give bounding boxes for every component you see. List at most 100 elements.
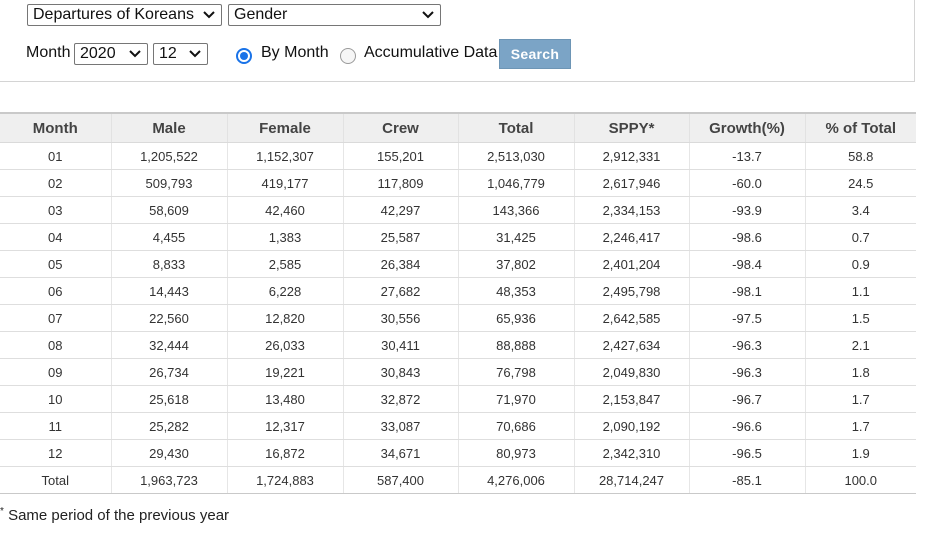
table-cell: 25,618 [110,385,227,413]
table-cell: 1.7 [804,412,916,440]
table-cell: 42,297 [342,196,458,224]
table-cell: 2,153,847 [573,385,689,413]
table-cell: -96.3 [688,358,805,386]
table-cell: 14,443 [110,277,227,305]
table-cell: -13.7 [688,142,805,170]
table-cell: 8,833 [110,250,227,278]
footnote-marker: * [0,506,4,517]
table-cell: 100.0 [804,466,916,494]
table-cell: 16,872 [226,439,343,467]
column-header[interactable]: Growth(%) [688,112,805,143]
column-header[interactable]: Crew [342,112,458,143]
column-header[interactable]: Female [226,112,343,143]
table-cell: 2,342,310 [573,439,689,467]
footnote: * Same period of the previous year [0,506,229,524]
table-cell: 30,556 [342,304,458,332]
table-cell: 2,585 [226,250,343,278]
table-cell: 19,221 [226,358,343,386]
table-cell: 1,152,307 [226,142,343,170]
table-cell: Total [0,466,111,494]
table-cell: 587,400 [342,466,458,494]
table-cell: -60.0 [688,169,805,197]
category-select[interactable]: Departures of Koreans [27,4,222,26]
table-cell: 419,177 [226,169,343,197]
table-row: 10 25,618 13,480 32,872 71,970 2,153,847 -96.7… [0,385,916,413]
table-body: 01 1,205,522 1,152,307 155,201 2,513,030 2,91… [0,142,916,494]
breakdown-select-value: Gender [234,6,288,23]
table-cell: 1.7 [804,385,916,413]
year-select[interactable]: 2020 [74,43,148,65]
table-row: 12 29,430 16,872 34,671 80,973 2,342,310 -96.5… [0,439,916,467]
by-month-label[interactable]: By Month [261,44,329,61]
column-header[interactable]: Male [110,112,227,143]
table-cell: 2,912,331 [573,142,689,170]
table-cell: 143,366 [457,196,574,224]
table-cell: 04 [0,223,111,251]
table-cell: 12,317 [226,412,343,440]
table-cell: 07 [0,304,111,332]
table-cell: 05 [0,250,111,278]
table-cell: 32,444 [110,331,227,359]
table-cell: 2,617,946 [573,169,689,197]
breakdown-select[interactable]: Gender [228,4,441,26]
table-cell: 88,888 [457,331,574,359]
table-cell: 2,334,153 [573,196,689,224]
table-row: 02 509,793 419,177 117,809 1,046,779 2,617,94… [0,169,916,197]
column-header[interactable]: % of Total [804,112,916,143]
table-cell: 2,090,192 [573,412,689,440]
by-month-radio[interactable] [236,48,252,64]
table-cell: 1,046,779 [457,169,574,197]
table-cell: 1.8 [804,358,916,386]
table-cell: 2,495,798 [573,277,689,305]
table-cell: 1,963,723 [110,466,227,494]
table-cell: 65,936 [457,304,574,332]
table-cell: 10 [0,385,111,413]
table-cell: 76,798 [457,358,574,386]
table-cell: 1.5 [804,304,916,332]
chevron-down-icon [129,50,141,58]
table-cell: 09 [0,358,111,386]
year-select-value: 2020 [80,45,116,62]
table-cell: -96.3 [688,331,805,359]
table-cell: 0.7 [804,223,916,251]
month-select[interactable]: 12 [153,43,208,65]
table-cell: -93.9 [688,196,805,224]
table-cell: 2,427,634 [573,331,689,359]
table-cell: 4,455 [110,223,227,251]
table-cell: 13,480 [226,385,343,413]
table-cell: 48,353 [457,277,574,305]
table-cell: 30,411 [342,331,458,359]
table-cell: 01 [0,142,111,170]
table-cell: 0.9 [804,250,916,278]
chevron-down-icon [189,50,201,58]
table-cell: 70,686 [457,412,574,440]
table-cell: 4,276,006 [457,466,574,494]
table-cell: 2,246,417 [573,223,689,251]
table-cell: 12 [0,439,111,467]
table-cell: -98.4 [688,250,805,278]
table-cell: 08 [0,331,111,359]
accumulative-radio[interactable] [340,48,356,64]
table-row: 03 58,609 42,460 42,297 143,366 2,334,153 -93.… [0,196,916,224]
table-cell: 3.4 [804,196,916,224]
table-row: 06 14,443 6,228 27,682 48,353 2,495,798 -98.1 1… [0,277,916,305]
search-button[interactable]: Search [499,39,571,69]
table-cell: -97.5 [688,304,805,332]
column-header[interactable]: SPPY* [573,112,689,143]
table-cell: 37,802 [457,250,574,278]
table-cell: -98.6 [688,223,805,251]
table-cell: -96.7 [688,385,805,413]
table-cell: 42,460 [226,196,343,224]
table-cell: 28,714,247 [573,466,689,494]
column-header[interactable]: Month [0,112,111,143]
table-total-row: Total 1,963,723 1,724,883 587,400 4,276,006 2… [0,466,916,494]
table-cell: 32,872 [342,385,458,413]
table-header-row: Month Male Female Crew Total SPPY* Growt… [0,112,916,143]
table-cell: 25,282 [110,412,227,440]
month-select-value: 12 [159,45,177,62]
table-cell: -98.1 [688,277,805,305]
table-cell: 71,970 [457,385,574,413]
column-header[interactable]: Total [457,112,574,143]
accumulative-label[interactable]: Accumulative Data [364,44,498,61]
table-cell: 27,682 [342,277,458,305]
